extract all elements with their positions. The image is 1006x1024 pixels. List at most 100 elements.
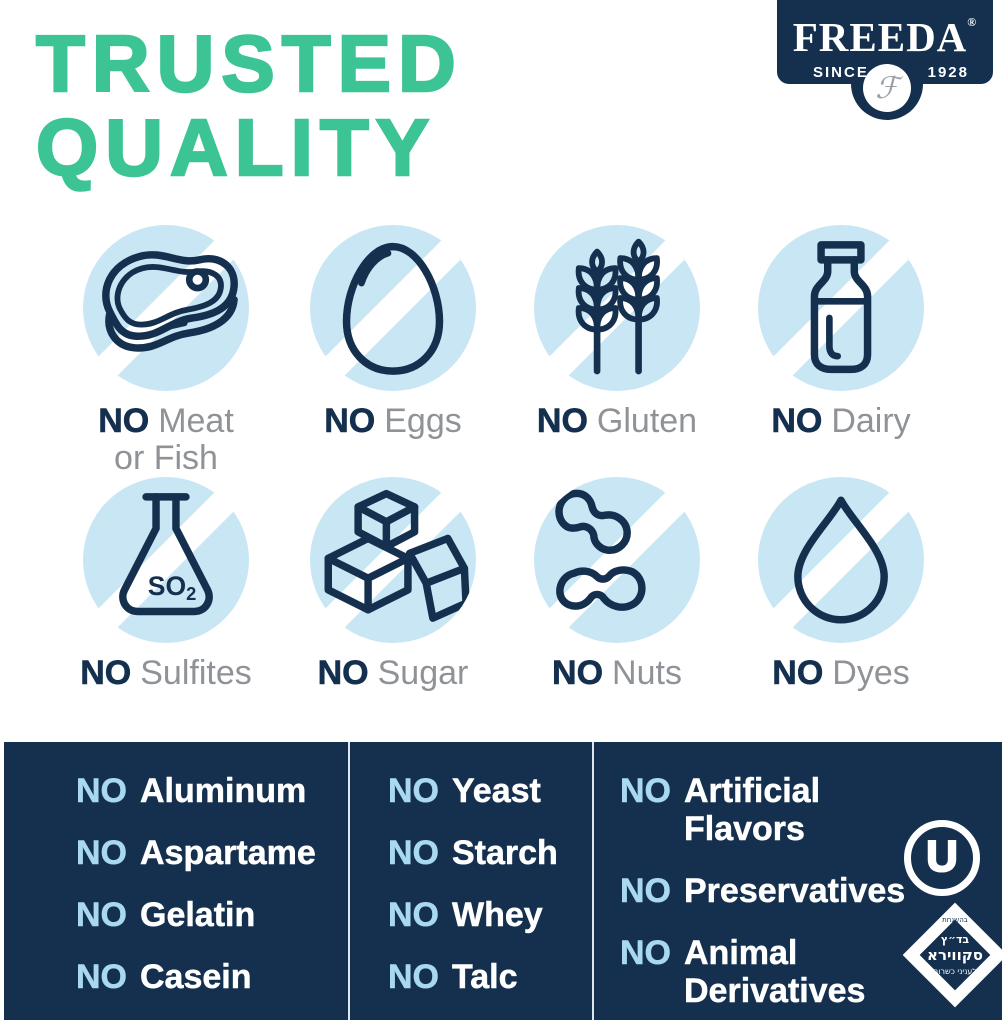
no-sugar-badge-circle	[310, 477, 476, 643]
no-word: NO	[620, 934, 672, 973]
no-word: NO	[80, 654, 132, 692]
panel-row: NO Yeast	[388, 772, 588, 811]
no-dyes-badge-circle	[758, 477, 924, 643]
panel-column-1: NO Aluminum NO Aspartame NO Gelatin NO Casei…	[76, 742, 346, 997]
badge-no-gluten: NO Gluten	[502, 225, 732, 439]
panel-row: NO Artificial Flavors	[620, 772, 950, 849]
item-word: Sugar	[377, 654, 469, 692]
ou-kosher-icon: U	[904, 820, 980, 896]
item-word: Yeast	[452, 772, 541, 811]
no-word: NO	[388, 772, 440, 811]
corner-letter-s: S	[984, 913, 993, 929]
badge-no-sugar: NO Sugar	[278, 477, 508, 691]
item-word: Animal Derivatives	[684, 934, 866, 1011]
badge-label: NO Nuts	[502, 654, 732, 692]
no-eggs-badge-circle	[310, 225, 476, 391]
badge-label: NO Meat	[51, 402, 281, 440]
wheat-icon	[575, 238, 660, 375]
sugar-cubes-icon	[324, 489, 470, 622]
no-word: NO	[388, 834, 440, 873]
title-line-2: QUALITY	[35, 103, 437, 192]
no-word: NO	[772, 654, 824, 692]
item-word: Gelatin	[140, 896, 256, 935]
panel-row: NO Whey	[388, 896, 588, 935]
no-word: NO	[771, 402, 823, 440]
column-divider	[348, 742, 350, 1020]
badge-no-meat: NO Meat or Fish	[51, 225, 281, 477]
panel-row: NO Casein	[76, 958, 346, 997]
badge-label: NO Sugar	[278, 654, 508, 692]
badge-label: NO Gluten	[502, 402, 732, 440]
no-nuts-badge-circle	[534, 477, 700, 643]
no-word: NO	[552, 654, 604, 692]
item-word: Talc	[452, 958, 518, 997]
panel-row: NO Starch	[388, 834, 588, 873]
hebrew-header: בהשגחת	[942, 916, 968, 924]
brand-logo: FREEDA® SINCE 1928 ℱ	[777, 0, 993, 122]
item-word: Dyes	[832, 654, 910, 692]
no-word: NO	[388, 896, 440, 935]
no-meat-badge-circle	[83, 225, 249, 391]
panel-row: NO Preservatives	[620, 872, 950, 911]
badge-no-sulfites: SO2 NO Sulfites	[51, 477, 281, 691]
no-word: NO	[76, 772, 128, 811]
badge-no-eggs: NO Eggs	[278, 225, 508, 439]
corner-letter-c: C	[982, 980, 993, 996]
skver-kosher-icon: N S K C בהשגחת בד״ץ סקווירא לעניני כשרות	[902, 902, 1006, 1008]
ou-letter: U	[925, 831, 959, 882]
brand-name-text: FREEDA	[792, 14, 968, 60]
panel-row: NO Aluminum	[76, 772, 346, 811]
no-word: NO	[324, 402, 376, 440]
no-word: NO	[317, 654, 369, 692]
since-label: SINCE	[813, 64, 869, 81]
no-dairy-badge-circle	[758, 225, 924, 391]
so2-label: SO2	[148, 571, 197, 604]
no-sulfites-badge-circle: SO2	[83, 477, 249, 643]
item-word: Preservatives	[684, 872, 906, 911]
item-word: Artificial Flavors	[684, 772, 821, 849]
panel-row: NO Aspartame	[76, 834, 346, 873]
bottom-panel: NO Aluminum NO Aspartame NO Gelatin NO Casei…	[4, 742, 1002, 1020]
no-word: NO	[76, 958, 128, 997]
item-word: Aluminum	[140, 772, 307, 811]
steak-icon	[102, 251, 238, 352]
corner-letter-n: N	[917, 913, 928, 929]
monogram-icon: ℱ	[875, 70, 899, 106]
item-word: Gluten	[596, 402, 698, 440]
no-word: NO	[620, 872, 672, 911]
item-word: Sulfites	[140, 654, 252, 692]
item-word: Starch	[452, 834, 558, 873]
peanuts-icon	[555, 489, 646, 611]
no-word: NO	[388, 958, 440, 997]
hebrew-footer: לעניני כשרות	[933, 967, 977, 976]
milk-bottle-icon	[810, 241, 872, 374]
flask-icon: SO2	[119, 493, 213, 616]
badge-no-dyes: NO Dyes	[726, 477, 956, 691]
panel-column-3: NO Artificial Flavors NO Preservatives NO A…	[620, 742, 950, 1011]
column-divider	[592, 742, 594, 1020]
hebrew-badatz: בד״ץ	[940, 933, 970, 946]
brand-name: FREEDA®	[777, 16, 993, 58]
logo-coin: ℱ	[863, 64, 911, 112]
panel-row: NO Gelatin	[76, 896, 346, 935]
badge-label-line2: or Fish	[114, 439, 218, 477]
item-word: Casein	[140, 958, 252, 997]
item-word: Eggs	[384, 402, 462, 440]
no-word: NO	[76, 834, 128, 873]
egg-icon	[342, 242, 444, 375]
badge-label: NO Dyes	[726, 654, 956, 692]
item-word: Dairy	[831, 402, 911, 440]
no-word: NO	[98, 402, 150, 440]
badge-no-nuts: NO Nuts	[502, 477, 732, 691]
item-word: Aspartame	[140, 834, 316, 873]
panel-row: NO Animal Derivatives	[620, 934, 950, 1011]
badge-label: NO Dairy	[726, 402, 956, 440]
page-title: TRUSTED QUALITY	[35, 20, 463, 192]
corner-letter-k: K	[917, 980, 929, 996]
item-word: Meat	[158, 402, 234, 440]
badge-label: NO Sulfites	[51, 654, 281, 692]
no-word: NO	[536, 402, 589, 440]
item-word: Whey	[452, 896, 543, 935]
item-word: Nuts	[612, 654, 682, 692]
